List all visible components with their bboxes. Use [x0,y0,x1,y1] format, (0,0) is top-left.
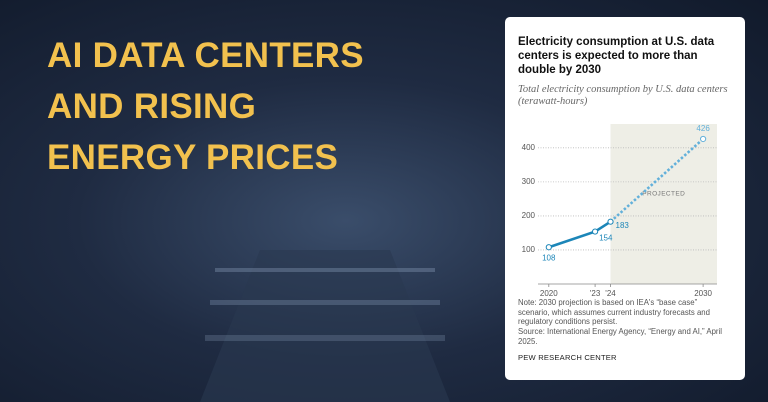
y-tick-label: 100 [522,245,536,254]
chart-title: Electricity consumption at U.S. data cen… [518,36,715,76]
headline-line: AND RISING [47,87,257,126]
headline-line: ENERGY PRICES [47,138,339,177]
projected-label: PROJECTED [642,191,685,198]
y-tick-label: 300 [522,177,536,186]
point [607,218,614,225]
x-tick-label: '23 [590,289,601,298]
x-tick-label: 2030 [694,289,712,298]
headline-line: AI DATA CENTERS [47,36,364,75]
credit: PEW RESEARCH CENTER [518,353,617,362]
projected-region [610,124,717,284]
note: Note: 2030 projection is based on IEA's … [518,298,710,327]
x-tick-label: '24 [605,289,616,298]
chart-card: Electricity consumption at U.S. data cen… [505,17,745,380]
value-label: 108 [542,253,556,262]
point [545,244,552,251]
plot: PROJECTED 100 200 300 400 2020 '23 '24 2030 108 15… [522,124,717,298]
source: Source: International Energy Agency, “En… [518,327,722,346]
value-label: 154 [599,234,613,243]
point [700,135,707,143]
value-label: 183 [616,221,630,230]
y-tick-label: 400 [522,143,536,152]
y-tick-label: 200 [522,211,536,220]
chart-subtitle: Total electricity consumption by U.S. da… [518,84,728,107]
point [591,228,599,235]
x-tick-label: 2020 [540,289,558,298]
value-label: 426 [696,124,710,133]
